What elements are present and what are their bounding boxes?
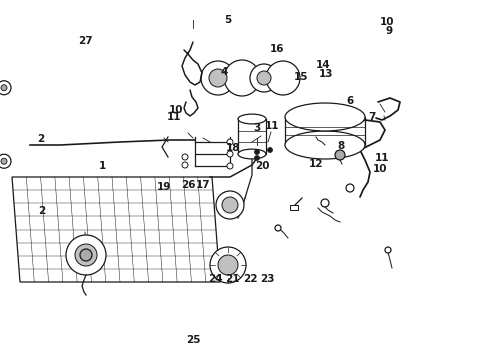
Circle shape xyxy=(266,61,300,95)
Text: 7: 7 xyxy=(368,112,376,122)
Text: 6: 6 xyxy=(347,96,354,106)
Text: 8: 8 xyxy=(337,141,344,151)
Circle shape xyxy=(201,61,235,95)
Text: 19: 19 xyxy=(157,182,172,192)
Circle shape xyxy=(80,249,92,261)
Text: 26: 26 xyxy=(181,180,196,190)
Text: 9: 9 xyxy=(386,26,393,36)
Text: 2: 2 xyxy=(38,206,45,216)
Circle shape xyxy=(254,149,260,154)
Text: 13: 13 xyxy=(318,69,333,79)
Text: 20: 20 xyxy=(255,161,270,171)
Circle shape xyxy=(321,199,329,207)
Circle shape xyxy=(0,81,11,95)
Text: 1: 1 xyxy=(99,161,106,171)
Circle shape xyxy=(227,139,233,145)
Text: 10: 10 xyxy=(372,164,387,174)
Circle shape xyxy=(227,163,233,169)
Text: 23: 23 xyxy=(260,274,274,284)
Text: 17: 17 xyxy=(196,180,211,190)
Text: 16: 16 xyxy=(270,44,284,54)
Text: 10: 10 xyxy=(169,105,184,115)
Text: 22: 22 xyxy=(243,274,257,284)
Text: 2: 2 xyxy=(37,134,44,144)
Text: 25: 25 xyxy=(186,335,201,345)
Text: 21: 21 xyxy=(225,274,240,284)
Text: 3: 3 xyxy=(254,123,261,133)
Circle shape xyxy=(385,247,391,253)
Text: 5: 5 xyxy=(224,15,231,25)
Bar xyxy=(238,119,266,154)
Text: 24: 24 xyxy=(208,274,223,284)
Circle shape xyxy=(216,191,244,219)
Text: 11: 11 xyxy=(265,121,279,131)
Text: 27: 27 xyxy=(78,36,93,46)
Text: 4: 4 xyxy=(220,67,228,77)
Circle shape xyxy=(227,151,233,157)
Text: 11: 11 xyxy=(375,153,390,163)
Circle shape xyxy=(346,184,354,192)
Circle shape xyxy=(1,85,7,91)
Circle shape xyxy=(275,225,281,231)
Circle shape xyxy=(182,154,188,160)
Text: 15: 15 xyxy=(294,72,309,82)
Text: 14: 14 xyxy=(316,60,331,70)
Text: 11: 11 xyxy=(167,112,181,122)
Bar xyxy=(290,205,298,210)
Text: 18: 18 xyxy=(225,143,240,153)
Circle shape xyxy=(224,60,260,96)
Ellipse shape xyxy=(285,103,365,131)
Circle shape xyxy=(268,148,272,153)
Circle shape xyxy=(210,247,246,283)
Ellipse shape xyxy=(238,149,266,159)
Circle shape xyxy=(250,64,278,92)
Circle shape xyxy=(182,162,188,168)
Circle shape xyxy=(1,158,7,164)
Circle shape xyxy=(0,154,11,168)
Circle shape xyxy=(257,71,271,85)
Bar xyxy=(285,117,365,145)
Text: 12: 12 xyxy=(309,159,323,169)
Polygon shape xyxy=(12,177,220,282)
Circle shape xyxy=(218,255,238,275)
Circle shape xyxy=(209,69,227,87)
Circle shape xyxy=(335,150,345,160)
Text: 10: 10 xyxy=(380,17,394,27)
Circle shape xyxy=(75,244,97,266)
Circle shape xyxy=(66,235,106,275)
Ellipse shape xyxy=(238,114,266,124)
Circle shape xyxy=(222,197,238,213)
Circle shape xyxy=(232,68,252,88)
Ellipse shape xyxy=(285,131,365,159)
Circle shape xyxy=(254,156,260,161)
Circle shape xyxy=(273,68,293,88)
